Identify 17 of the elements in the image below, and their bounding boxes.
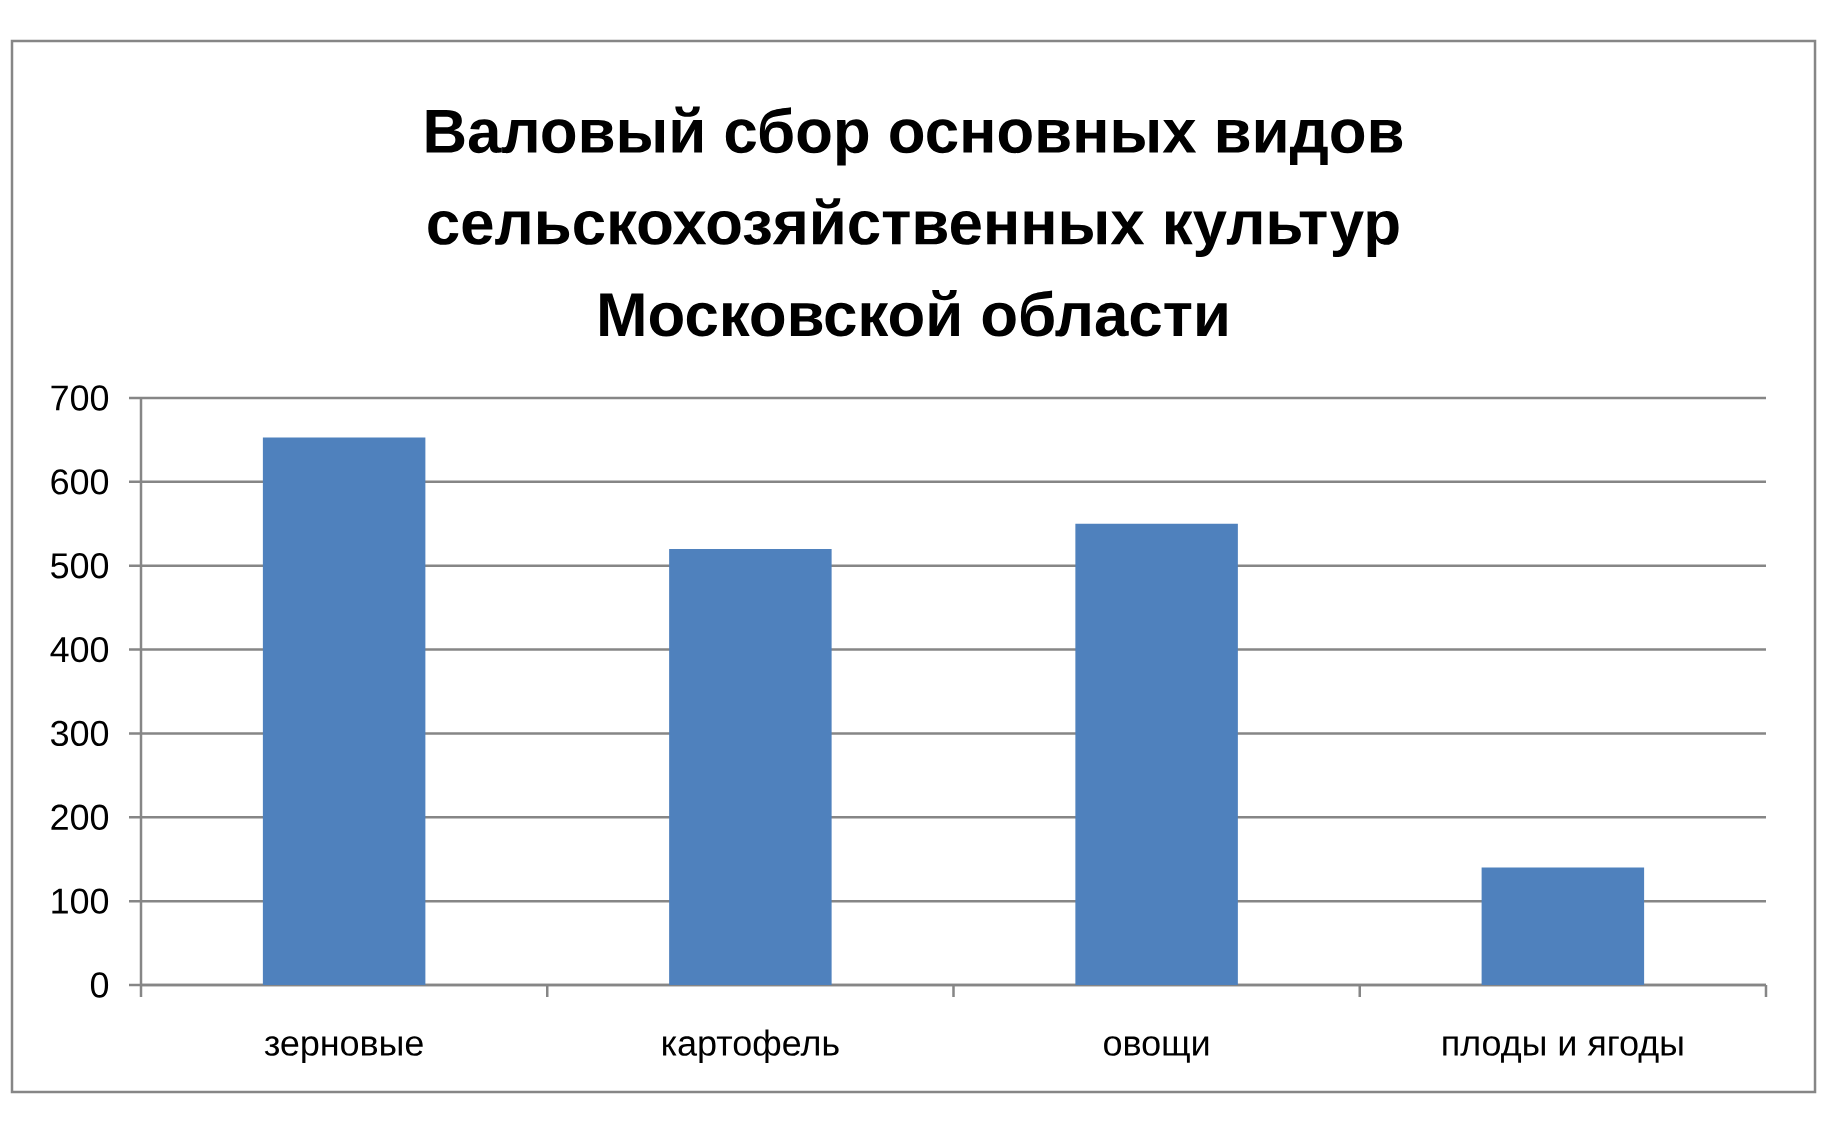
bar — [1075, 523, 1238, 985]
bar — [262, 437, 426, 985]
bar — [669, 548, 832, 985]
x-tick-label: картофель — [663, 1029, 839, 1063]
chart-title: Валовый сбор основных видов сельскохозяйственных культур Московской области — [426, 106, 1403, 337]
x-tick-label: зерновые — [264, 1036, 423, 1063]
bar — [1481, 867, 1645, 985]
y-tick-label: 700 — [51, 385, 109, 411]
y-tick-label: 500 — [51, 553, 109, 579]
y-tick-label: 300 — [51, 720, 109, 747]
x-tick-label: овощи — [1104, 1036, 1209, 1063]
x-tick-label: плоды и ягоды — [1443, 1036, 1683, 1063]
y-tick-label: 600 — [51, 469, 109, 495]
y-tick-label: 100 — [52, 888, 109, 914]
y-tick-label: 400 — [50, 636, 109, 663]
y-tick-label: 200 — [51, 804, 109, 830]
y-tick-label: 0 — [90, 972, 109, 998]
